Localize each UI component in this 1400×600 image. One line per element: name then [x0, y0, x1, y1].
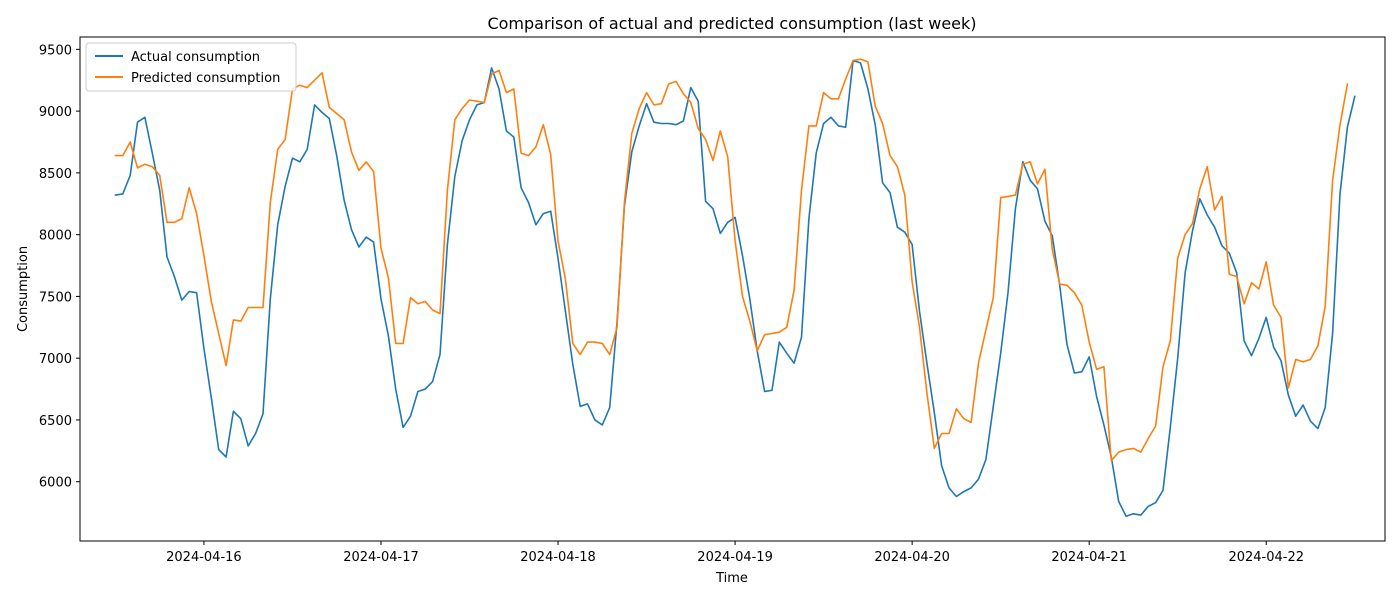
x-tick-label: 2024-04-22: [1228, 550, 1304, 565]
plot-frame: [79, 36, 1386, 542]
y-tick-label: 6000: [39, 476, 72, 491]
x-axis-label: Time: [715, 571, 748, 586]
y-tick-label: 9500: [39, 43, 72, 58]
y-tick-label: 8500: [39, 167, 72, 182]
legend-label-actual: Actual consumption: [131, 50, 260, 65]
x-tick-label: 2024-04-19: [697, 550, 773, 565]
series-line-predicted: [114, 58, 1349, 462]
y-tick-label: 7000: [39, 352, 72, 367]
y-tick-label: 9000: [39, 105, 72, 120]
legend-label-predicted: Predicted consumption: [131, 71, 280, 86]
y-axis-ticks: 6000 6500 7000 7500 8000 8500 9000 9500: [39, 43, 80, 491]
y-tick-label: 6500: [39, 414, 72, 429]
series-line-actual: [114, 59, 1356, 518]
x-axis-ticks: 2024-04-16 2024-04-17 2024-04-18 2024-04-19…: [166, 541, 1304, 565]
legend: Actual consumption Predicted consumption: [85, 42, 297, 92]
plot-lines: [114, 58, 1356, 518]
x-tick-label: 2024-04-18: [520, 550, 596, 565]
x-tick-label: 2024-04-21: [1051, 550, 1127, 565]
legend-frame: [85, 42, 297, 92]
chart-title: Comparison of actual and predicted consu…: [487, 14, 976, 33]
x-tick-label: 2024-04-16: [166, 550, 242, 565]
y-tick-label: 7500: [39, 290, 72, 305]
x-tick-label: 2024-04-20: [874, 550, 950, 565]
x-tick-label: 2024-04-17: [343, 550, 419, 565]
y-tick-label: 8000: [39, 229, 72, 244]
y-axis-label: Consumption: [16, 246, 31, 332]
